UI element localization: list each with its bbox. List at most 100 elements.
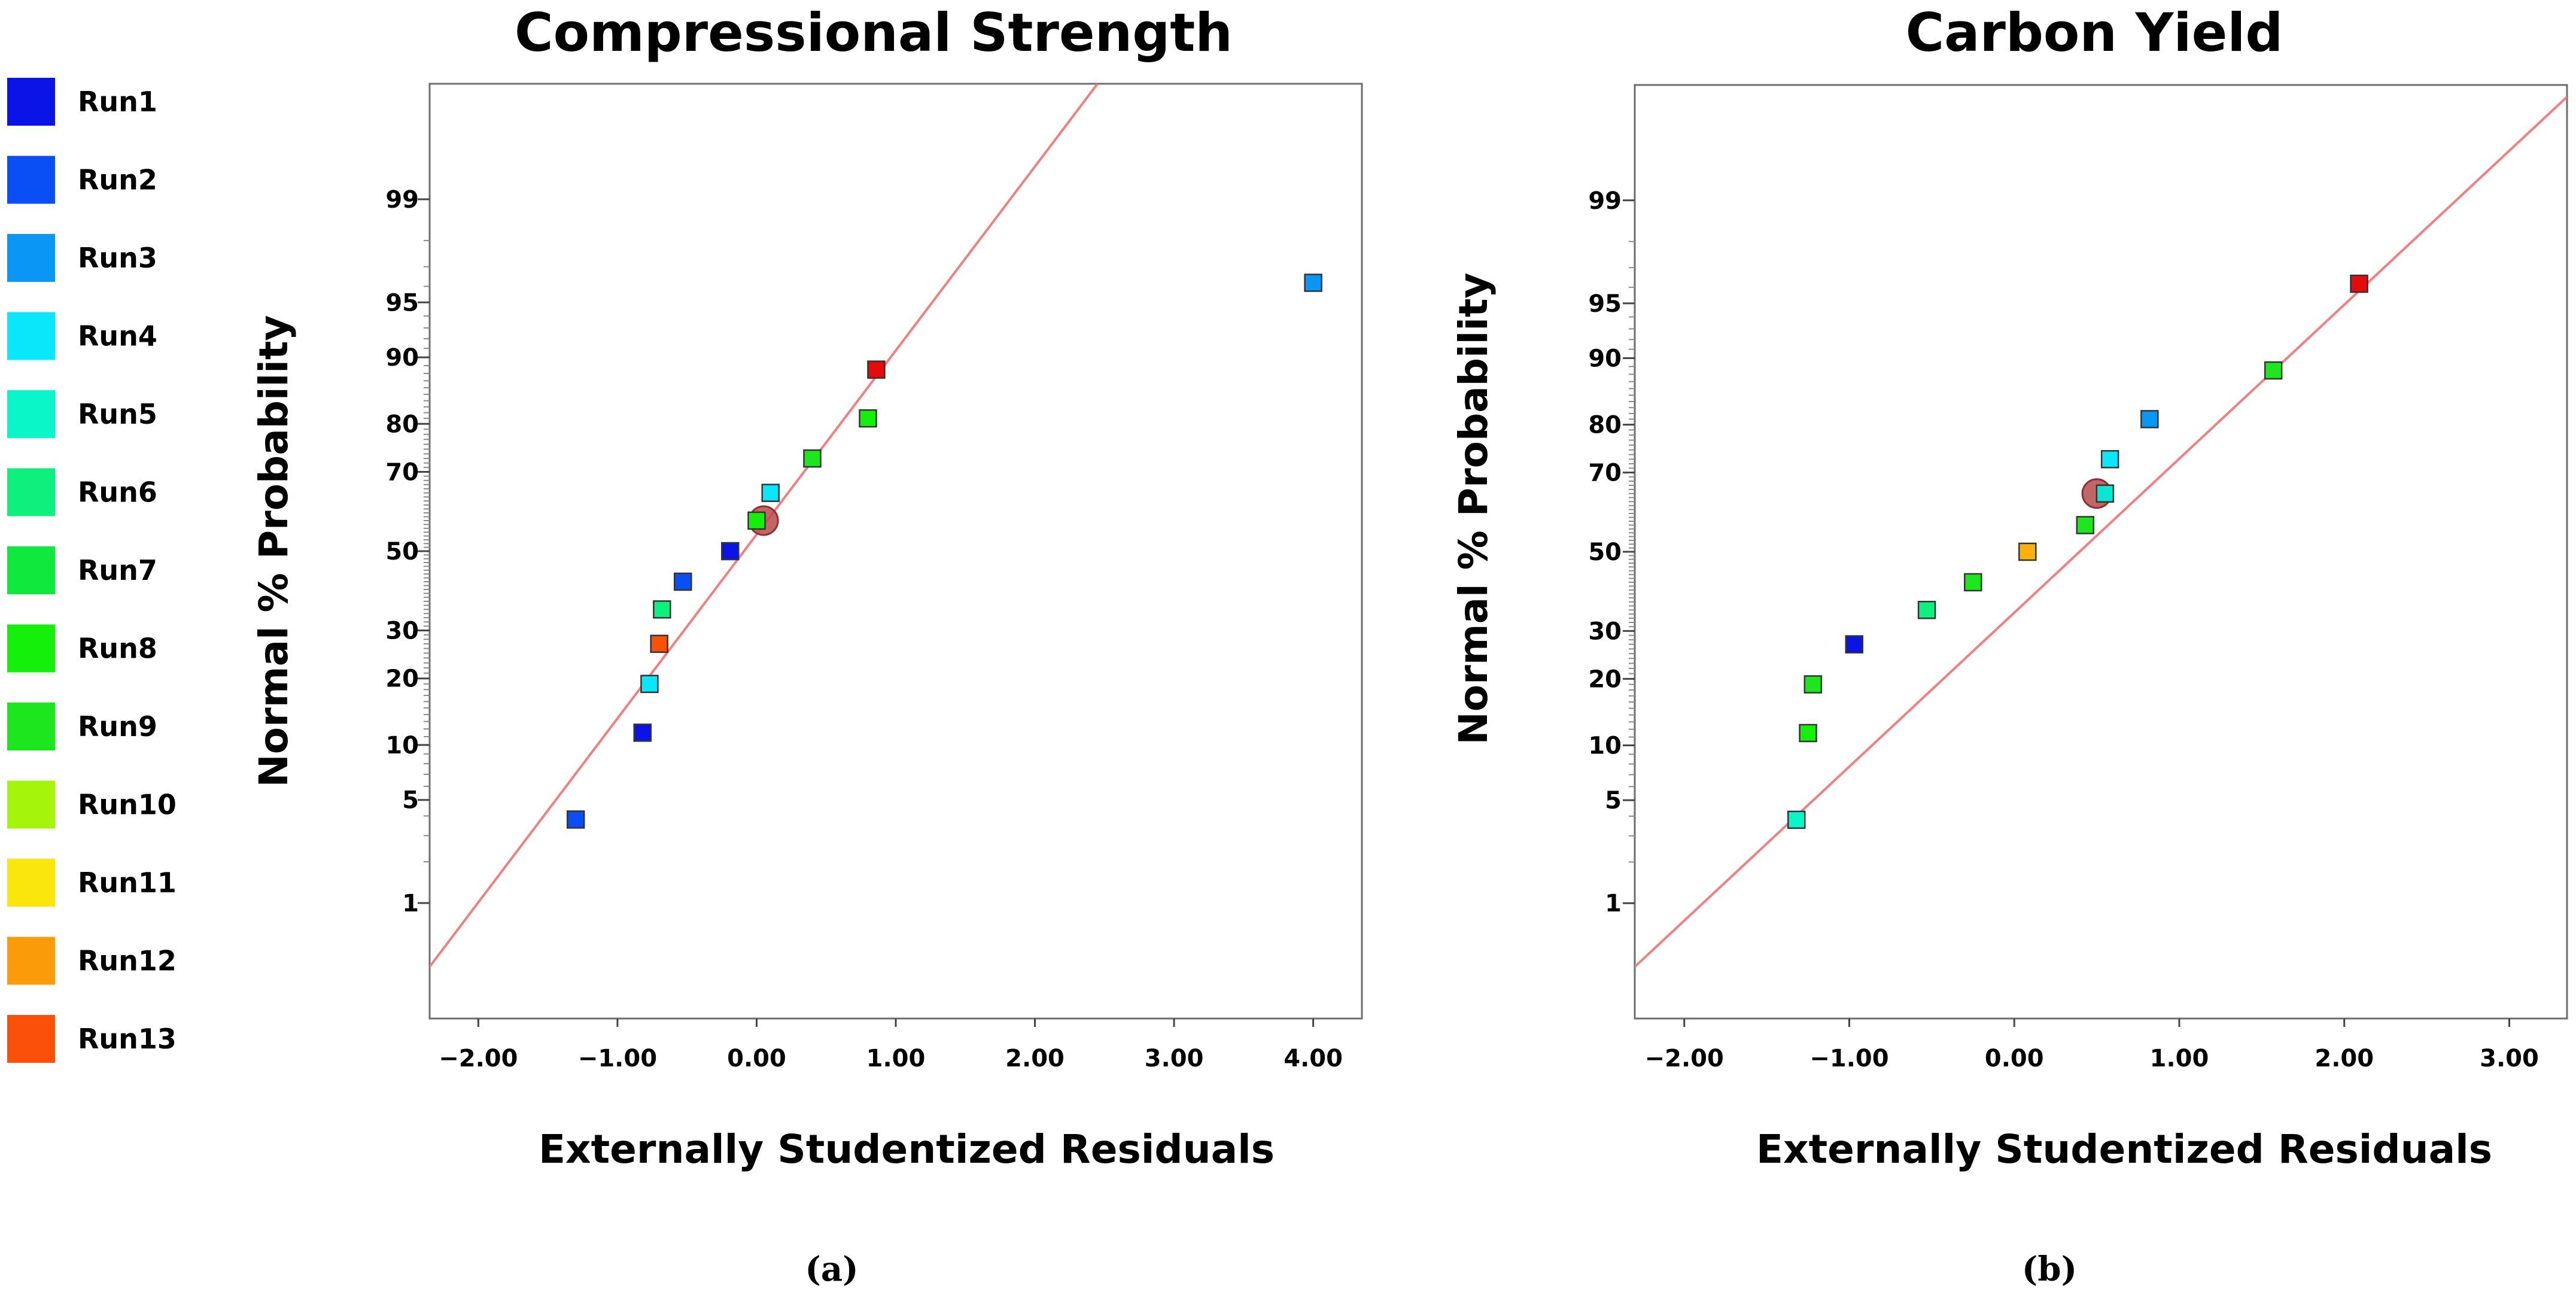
panel-b-y-axis-title: Normal % Probability [1450, 273, 1497, 745]
panel-b-data-point-1 [1787, 810, 1806, 829]
legend-label-run3: Run3 [78, 242, 157, 274]
panel-b-y-tick-label-30: 30 [1588, 618, 1622, 645]
panel-b-data-point-9 [2096, 484, 2115, 503]
panel-b-y-tick-label-80: 80 [1588, 412, 1622, 439]
panel-a-data-point-11 [859, 409, 877, 428]
panel-a-data-point-13 [1304, 273, 1322, 292]
panel-a-data-point-6 [673, 572, 692, 591]
panel-b-y-tick-label-95: 95 [1588, 290, 1622, 318]
legend-label-run2: Run2 [78, 164, 157, 196]
panel-a-data-point-12 [867, 360, 886, 379]
legend-swatch-run13 [7, 1015, 55, 1063]
legend-swatch-run7 [7, 546, 55, 594]
legend-swatch-run5 [7, 390, 55, 438]
panel-b-x-tick-label-2: 0.00 [1985, 1045, 2044, 1072]
panel-b-caption: (b) [2022, 1250, 2077, 1289]
legend-swatch-run11 [7, 859, 55, 907]
panel-a-caption: (a) [805, 1250, 858, 1289]
legend-swatch-run4 [7, 312, 55, 360]
panel-a-data-point-9 [761, 484, 780, 502]
panel-a-data-point-4 [650, 634, 668, 653]
panel-a-x-tick-label-3: 1.00 [866, 1045, 926, 1072]
panel-a-data-point-8 [747, 511, 766, 530]
legend-label-run10: Run10 [78, 789, 177, 821]
legend-label-run12: Run12 [78, 945, 177, 977]
panel-a-data-point-10 [803, 449, 822, 468]
panel-a-y-tick-label-5: 5 [402, 787, 419, 814]
legend-swatch-run1 [7, 78, 55, 126]
panel-a-y-tick-label-10: 10 [385, 732, 419, 759]
panel-b-y-tick-label-50: 50 [1588, 539, 1622, 566]
legend-label-run9: Run9 [78, 710, 157, 743]
legend-swatch-run10 [7, 780, 55, 829]
panel-b-y-tick-label-1: 1 [1605, 890, 1622, 917]
panel-a-x-tick-label-4: 2.00 [1005, 1045, 1065, 1072]
legend-label-run5: Run5 [78, 398, 157, 430]
panel-b-data-point-8 [2076, 516, 2095, 534]
panel-b-data-point-2 [1799, 724, 1817, 743]
legend-swatch-run12 [7, 937, 55, 985]
panel-a-y-tick-label-1: 1 [402, 890, 419, 917]
legend-label-run1: Run1 [78, 86, 157, 118]
panel-a-y-tick-label-20: 20 [385, 665, 419, 693]
panel-a-y-tick-label-50: 50 [385, 538, 419, 566]
panel-b-x-axis-title: Externally Studentized Residuals [1756, 1126, 2492, 1172]
panel-a-data-point-2 [633, 724, 652, 742]
panel-b-x-tick-label-1: −1.00 [1809, 1045, 1888, 1072]
panel-a-plot-frame [428, 83, 1363, 1020]
panel-b-y-tick-label-10: 10 [1588, 732, 1622, 759]
panel-a-data-point-7 [721, 542, 740, 561]
legend-label-run4: Run4 [78, 320, 157, 352]
panel-b-x-tick-label-4: 2.00 [2315, 1045, 2374, 1072]
panel-b-fit-line [1635, 96, 2567, 968]
panel-b-carbon-yield: Carbon Yield Externally Studentized Resi… [1450, 2, 2568, 1289]
panel-a-data-point-1 [566, 810, 585, 829]
legend-swatch-run6 [7, 468, 55, 516]
panel-b-data-point-13 [2350, 274, 2368, 293]
panel-b-data-point-10 [2100, 450, 2119, 469]
panel-a-x-tick-label-6: 4.00 [1284, 1045, 1343, 1072]
legend-label-run11: Run11 [78, 867, 177, 899]
panel-b-y-tick-label-90: 90 [1588, 345, 1622, 373]
panel-a-y-tick-label-99: 99 [385, 186, 419, 214]
legend-swatch-run8 [7, 624, 55, 673]
panel-a-y-tick-label-90: 90 [385, 344, 419, 372]
panel-b-y-tick-label-70: 70 [1588, 460, 1622, 487]
legend-label-run7: Run7 [78, 554, 157, 586]
panel-b-data-point-6 [1964, 573, 1982, 592]
panel-a-x-tick-label-2: 0.00 [727, 1045, 786, 1072]
legend-swatch-run9 [7, 703, 55, 750]
panel-a-y-tick-label-70: 70 [385, 458, 419, 486]
panel-b-y-tick-label-5: 5 [1605, 787, 1622, 814]
panel-a-y-tick-label-80: 80 [385, 411, 419, 438]
panel-b-title: Carbon Yield [1906, 2, 2283, 63]
panel-b-data-point-3 [1803, 675, 1823, 694]
panel-b-data-point-5 [1917, 601, 1936, 619]
panel-a-x-tick-label-1: −1.00 [578, 1045, 657, 1072]
panel-b-plot-frame [1634, 84, 2568, 1020]
legend-label-run8: Run8 [78, 633, 157, 665]
panel-a-y-tick-label-30: 30 [385, 618, 419, 645]
legend-label-run13: Run13 [78, 1023, 177, 1055]
panel-a-compressional-strength: Compressional Strength Externally Studen… [251, 2, 1363, 1289]
legend-swatch-run3 [7, 234, 55, 282]
legend: Run1 Run2 Run3 Run4 Run5 Run6 Run7 Run8 Run9 Run1… [7, 78, 177, 1063]
panel-b-data-point-11 [2140, 410, 2159, 428]
panel-a-y-axis-title: Normal % Probability [251, 315, 297, 788]
panel-a-data-point-3 [640, 674, 659, 694]
panel-a-data-point-5 [653, 600, 671, 619]
legend-swatch-run2 [7, 156, 55, 204]
panel-a-x-axis-title: Externally Studentized Residuals [539, 1126, 1275, 1172]
panel-a-x-tick-label-0: −2.00 [439, 1045, 518, 1072]
panel-b-data-point-7 [2018, 542, 2037, 561]
legend-label-run6: Run6 [78, 476, 157, 509]
panel-b-x-tick-label-0: −2.00 [1645, 1045, 1724, 1072]
panel-b-y-tick-label-99: 99 [1588, 187, 1622, 215]
panel-b-y-tick-label-20: 20 [1588, 665, 1622, 693]
panel-a-x-tick-label-5: 3.00 [1145, 1045, 1204, 1072]
panel-a-y-tick-label-95: 95 [385, 289, 419, 317]
panel-b-data-point-4 [1845, 635, 1864, 653]
panel-b-data-point-12 [2264, 361, 2283, 380]
panel-b-x-tick-label-5: 3.00 [2480, 1045, 2539, 1072]
